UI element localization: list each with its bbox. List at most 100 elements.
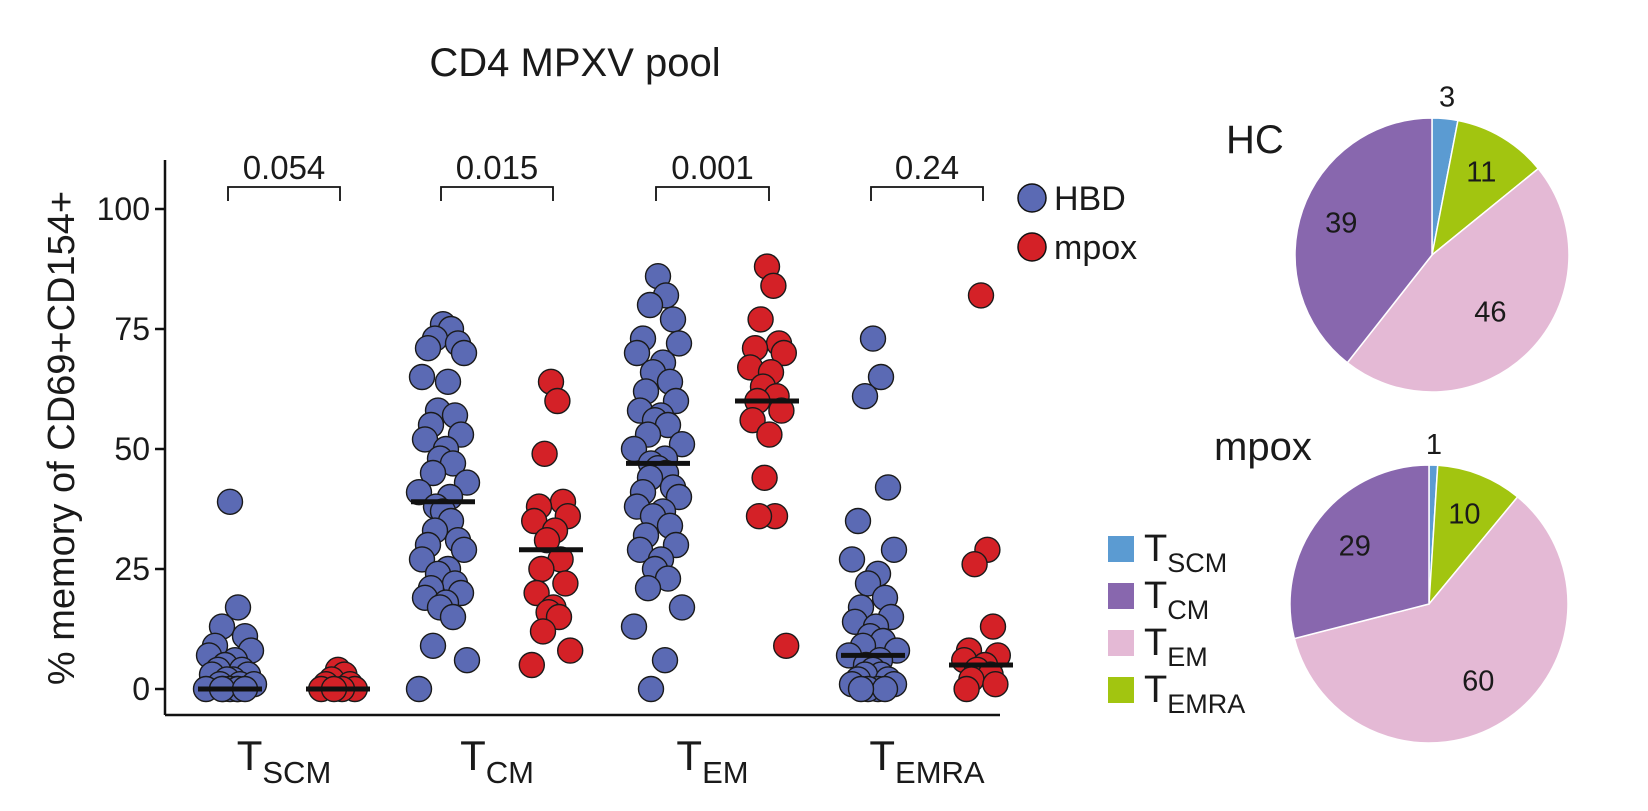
data-point-hbd bbox=[414, 335, 442, 362]
data-point-hbd bbox=[419, 459, 447, 487]
subset-legend-swatch bbox=[1108, 583, 1134, 609]
pie-slice-temra bbox=[1430, 119, 1540, 257]
y-tick-label: 50 bbox=[114, 431, 150, 467]
x-category-label: TEM bbox=[676, 732, 748, 790]
data-point-hbd bbox=[620, 613, 648, 640]
pie-slice-temra bbox=[1428, 464, 1519, 607]
data-point-mpox bbox=[552, 570, 579, 597]
data-point-hbd bbox=[224, 594, 252, 621]
data-point-hbd bbox=[668, 594, 696, 621]
data-point-mpox bbox=[531, 440, 558, 467]
significance-bracket bbox=[870, 186, 984, 201]
pie-chart-mpox: mpox 1 10 60 29 bbox=[1214, 425, 1569, 744]
subset-legend-label: TCM bbox=[1144, 575, 1209, 625]
group-legend: HBD mpox bbox=[1017, 180, 1137, 267]
pie-slice-label: 3 bbox=[1439, 82, 1455, 114]
data-point-mpox bbox=[773, 632, 800, 659]
data-point-hbd bbox=[453, 647, 481, 674]
data-point-hbd bbox=[665, 330, 693, 357]
data-point-mpox bbox=[747, 306, 774, 333]
data-point-mpox bbox=[967, 282, 995, 309]
p-value-label: 0.24 bbox=[895, 149, 959, 186]
pie-slice-tcm bbox=[1294, 117, 1433, 364]
data-point-mpox bbox=[544, 387, 571, 415]
pie-slice-label: 39 bbox=[1325, 208, 1357, 240]
data-point-hbd bbox=[651, 647, 679, 674]
subset-legend-swatch bbox=[1108, 536, 1134, 562]
data-point-hbd bbox=[450, 536, 478, 563]
x-category-label: TCM bbox=[460, 732, 534, 790]
data-point-mpox bbox=[982, 671, 1009, 698]
pie-slice-label: 11 bbox=[1466, 157, 1496, 189]
y-axis-label: % memory of CD69+CD154+ bbox=[41, 191, 83, 685]
chart-title: CD4 MPXV pool bbox=[429, 41, 720, 85]
significance-brackets: 0.054 0.015 0.001 0.24 bbox=[227, 149, 984, 201]
data-point-hbd bbox=[871, 675, 899, 703]
data-point-hbd bbox=[867, 363, 895, 391]
y-tick-label: 0 bbox=[132, 671, 150, 707]
data-point-hbd bbox=[847, 675, 875, 703]
p-value-label: 0.015 bbox=[456, 149, 539, 186]
data-point-hbd bbox=[636, 291, 664, 319]
data-point-hbd bbox=[851, 383, 879, 410]
pie-slice-tcm bbox=[1289, 464, 1430, 640]
pie-chart-hc: HC 3 11 46 39 bbox=[1226, 82, 1570, 393]
data-point-mpox bbox=[768, 397, 795, 424]
y-tick-label: 100 bbox=[97, 191, 150, 227]
pie-slice-label: 29 bbox=[1339, 530, 1371, 562]
data-point-mpox bbox=[961, 551, 988, 578]
data-point-hbd bbox=[880, 536, 908, 563]
data-point-hbd bbox=[874, 474, 902, 501]
data-point-mpox bbox=[739, 407, 766, 434]
data-point-hbd bbox=[838, 546, 866, 573]
data-points bbox=[192, 253, 1011, 703]
data-point-hbd bbox=[408, 363, 436, 391]
legend-label-mpox: mpox bbox=[1054, 229, 1137, 267]
data-point-hbd bbox=[859, 325, 887, 352]
data-point-hbd bbox=[405, 479, 433, 506]
pie-slice-label: 46 bbox=[1474, 297, 1506, 329]
data-point-hbd bbox=[623, 339, 651, 367]
data-point-hbd bbox=[405, 675, 433, 703]
x-category-labels: TSCM TCM TEM TEMRA bbox=[237, 732, 985, 790]
pie-title-mpox: mpox bbox=[1214, 425, 1312, 469]
median-lines bbox=[198, 398, 1013, 692]
data-point-hbd bbox=[668, 431, 696, 458]
subset-legend-label: TEM bbox=[1144, 622, 1208, 672]
data-point-hbd bbox=[450, 339, 478, 367]
pie-slice-label: 10 bbox=[1448, 499, 1480, 531]
data-point-hbd bbox=[453, 469, 481, 496]
data-point-hbd bbox=[844, 507, 872, 535]
subset-legend-label: TEMRA bbox=[1144, 669, 1245, 719]
legend-label-hbd: HBD bbox=[1054, 180, 1126, 218]
data-point-mpox bbox=[770, 339, 797, 367]
subset-legend-swatch bbox=[1108, 630, 1134, 656]
subset-legend-label: TSCM bbox=[1144, 528, 1227, 578]
x-category-label: TSCM bbox=[237, 732, 332, 790]
y-ticks: 0 25 50 75 100 bbox=[97, 191, 165, 707]
data-point-mpox bbox=[760, 272, 787, 299]
data-point-mpox bbox=[533, 527, 561, 554]
data-point-mpox bbox=[523, 579, 550, 607]
data-point-mpox bbox=[745, 503, 773, 530]
x-category-label: TEMRA bbox=[869, 732, 985, 790]
legend-marker-mpox bbox=[1017, 232, 1047, 262]
data-point-hbd bbox=[434, 368, 462, 395]
data-point-hbd bbox=[439, 603, 467, 631]
data-point-mpox bbox=[756, 421, 783, 448]
data-point-mpox bbox=[518, 651, 545, 679]
data-point-mpox bbox=[953, 675, 980, 703]
data-point-mpox bbox=[528, 555, 555, 583]
data-point-hbd bbox=[854, 570, 882, 597]
legend-marker-hbd bbox=[1017, 183, 1047, 213]
data-point-mpox bbox=[979, 613, 1007, 640]
pie-slice-label: 1 bbox=[1426, 429, 1442, 461]
pie-slice-label: 60 bbox=[1462, 666, 1494, 698]
significance-bracket bbox=[655, 186, 770, 201]
p-value-label: 0.054 bbox=[243, 149, 326, 186]
pie-slice-tem bbox=[1346, 167, 1570, 393]
pie-title-hc: HC bbox=[1226, 118, 1284, 162]
data-point-mpox bbox=[557, 637, 584, 664]
